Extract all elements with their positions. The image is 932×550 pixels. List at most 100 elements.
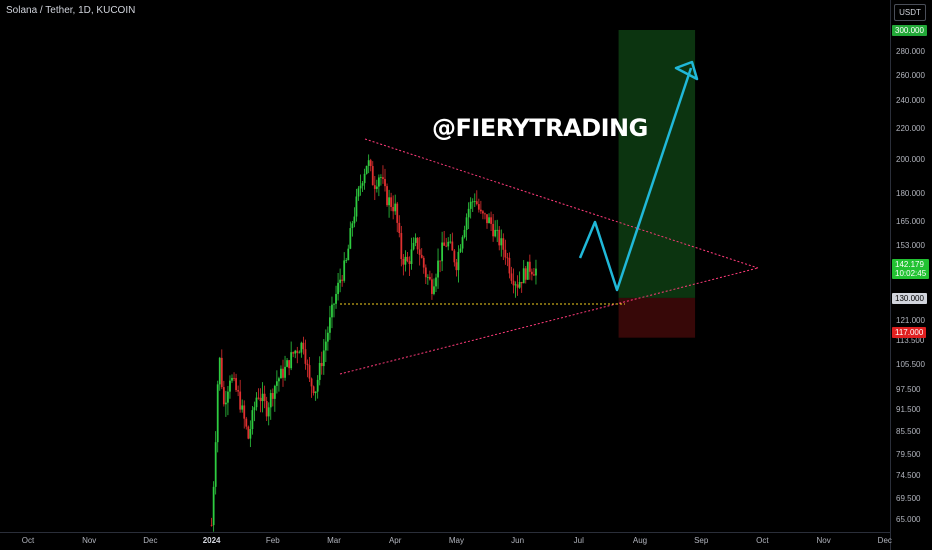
candle-body: [496, 229, 499, 231]
candle-body: [449, 241, 452, 243]
candle-body: [210, 524, 213, 526]
candle-body: [522, 268, 525, 284]
candle-body: [506, 257, 509, 259]
candle-body: [510, 273, 513, 281]
candle-body: [237, 390, 240, 392]
price-tick-label: 180.000: [896, 188, 925, 198]
candle-body: [371, 166, 374, 186]
candle-body: [488, 217, 490, 224]
candle-body: [322, 350, 325, 367]
price-tick-label: 220.000: [896, 124, 925, 134]
candle-body: [353, 216, 356, 224]
candle-body: [267, 407, 270, 417]
price-tick-label: 260.000: [896, 70, 925, 80]
candle-body: [329, 317, 331, 333]
entry-price-badge: 130.000: [892, 292, 927, 304]
candle-body: [471, 201, 474, 203]
price-tick-label: 280.000: [896, 47, 925, 57]
lower-trendline: [339, 267, 759, 375]
price-tick-label: 91.500: [896, 405, 921, 415]
candle-body: [482, 211, 484, 214]
candle-body: [451, 241, 454, 251]
currency-button[interactable]: USDT: [894, 4, 926, 21]
time-tick-label: Jul: [573, 536, 584, 545]
candle-body: [275, 381, 278, 386]
candle-body: [406, 256, 409, 262]
target-zone: [618, 30, 696, 298]
candle-body: [500, 238, 503, 246]
candle-body: [469, 201, 472, 209]
current-price-value: 142.179: [895, 260, 924, 270]
candle-body: [457, 251, 460, 271]
candle-body: [428, 276, 431, 280]
candle-body: [520, 282, 523, 284]
candle-body: [357, 188, 360, 197]
candle-body: [312, 386, 315, 394]
time-tick-label: Mar: [327, 536, 341, 545]
price-axis-separator: [890, 0, 891, 550]
watermark-text: @FIERYTRADING: [432, 114, 648, 142]
candle-body: [298, 352, 301, 354]
candle-body: [412, 242, 415, 250]
time-tick-label: Feb: [265, 536, 280, 545]
candle-body: [524, 268, 527, 280]
time-tick-label: Oct: [21, 536, 35, 545]
candle-body: [492, 223, 495, 237]
price-tick-label: 200.000: [896, 154, 925, 164]
candle-body: [304, 349, 307, 364]
candle-body: [400, 233, 403, 260]
candle-body: [278, 378, 280, 382]
candle-body: [222, 387, 225, 405]
candle-body: [286, 360, 288, 367]
candle-body: [484, 213, 486, 215]
candle-body: [247, 426, 250, 439]
stop-zone: [618, 297, 696, 338]
candle-body: [263, 393, 266, 401]
candle-body: [345, 260, 348, 261]
candle-body: [453, 250, 456, 263]
candle-body: [479, 209, 482, 212]
candle-body: [308, 365, 311, 379]
candle-body: [255, 397, 258, 408]
candle-body: [218, 357, 221, 385]
candle-body: [231, 377, 233, 381]
candle-body: [404, 256, 407, 265]
candle-body: [347, 248, 350, 261]
candle-body: [380, 177, 382, 178]
candle-body: [290, 352, 293, 369]
price-tick-label: 69.500: [896, 493, 921, 503]
time-tick-label: Aug: [632, 536, 648, 545]
candle-body: [516, 284, 519, 288]
candle-body: [235, 378, 237, 391]
candle-body: [233, 377, 235, 379]
candle-body: [245, 418, 248, 427]
candle-body: [388, 197, 390, 206]
candle-body: [439, 260, 441, 262]
candle-body: [475, 201, 478, 205]
candle-body: [508, 258, 511, 274]
price-tick-label: 165.000: [896, 216, 925, 226]
candle-body: [365, 165, 368, 174]
candle-body: [355, 196, 358, 217]
candle-body: [461, 237, 464, 249]
candle-body: [441, 242, 444, 262]
candle-body: [467, 208, 470, 218]
candle-body: [265, 400, 268, 417]
candle-body: [392, 206, 395, 212]
price-tick-label: 79.500: [896, 450, 921, 460]
candle-body: [337, 282, 339, 294]
candle-body: [398, 222, 401, 234]
candle-body: [335, 293, 337, 304]
candle-body: [437, 260, 439, 278]
candle-body: [216, 384, 219, 443]
candle-body: [433, 286, 435, 294]
candle-body: [416, 237, 419, 250]
stop-price-badge: 117.000: [892, 326, 927, 338]
candle-body: [282, 368, 284, 378]
time-tick-label: Nov: [816, 536, 831, 545]
candle-body: [212, 486, 215, 526]
candle-body: [382, 177, 384, 179]
candle-body: [473, 201, 476, 202]
target-price-badge: 300.000: [892, 25, 927, 36]
